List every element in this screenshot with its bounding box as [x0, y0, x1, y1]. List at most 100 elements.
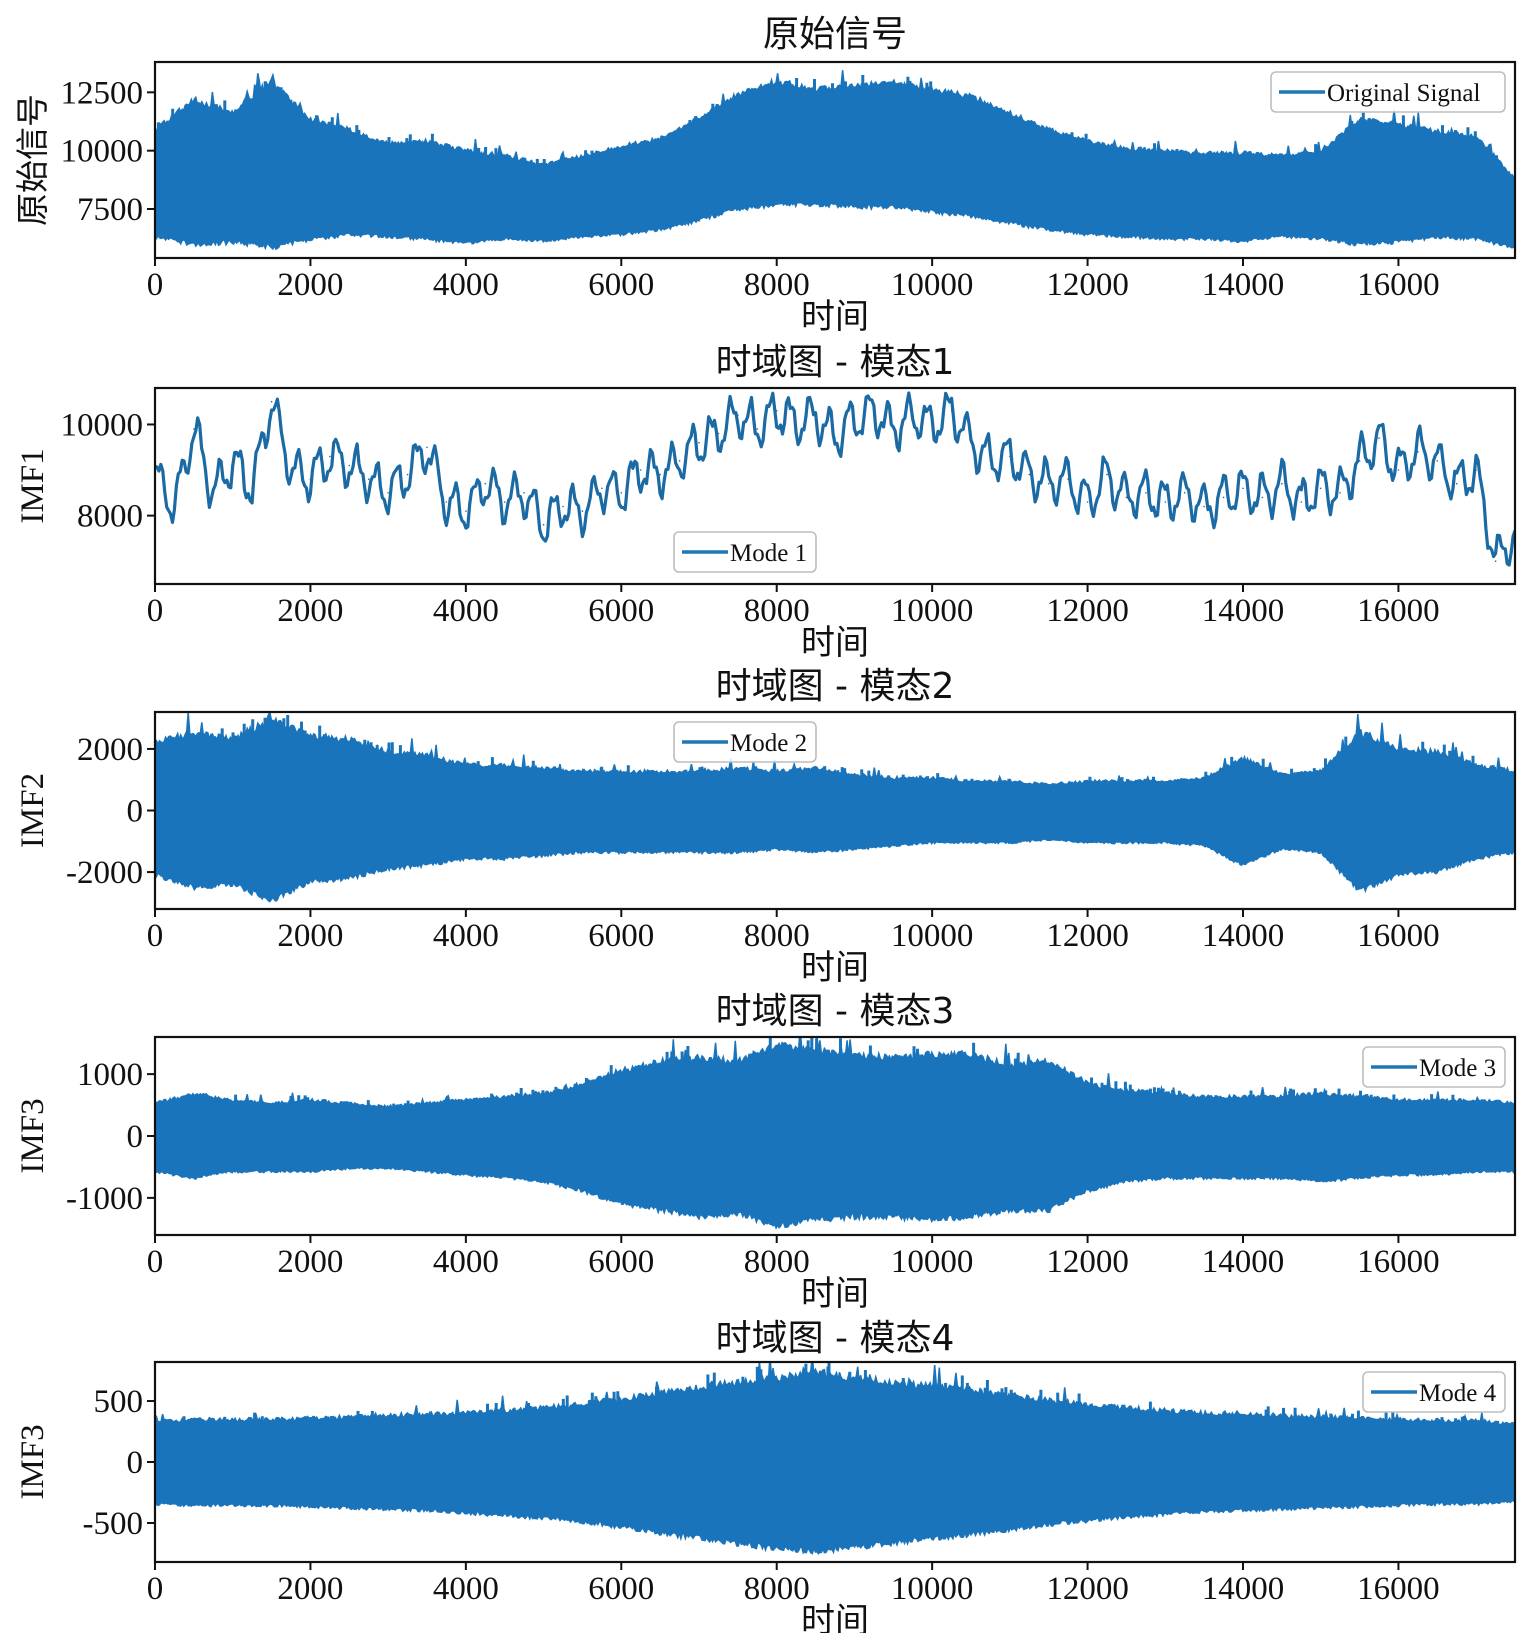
y-tick-label: -2000 [66, 855, 143, 891]
legend-label: Mode 4 [1419, 1380, 1497, 1407]
subplot-3: 时域图 - 模态2 0 2000 4000 6000 8000 10000 12000 1400… [15, 666, 1517, 988]
data-point [1494, 560, 1497, 562]
x-tick-label: 4000 [433, 267, 499, 303]
data-point [620, 492, 623, 494]
x-tick-label: 6000 [588, 1571, 654, 1607]
data-point [775, 410, 778, 412]
subplot-title: 时域图 - 模态4 [716, 1318, 955, 1359]
x-tick-label: 10000 [891, 1244, 974, 1280]
data-point [1203, 505, 1205, 508]
x-tick-label: 16000 [1357, 267, 1440, 303]
x-tick-label: 8000 [744, 1244, 810, 1280]
y-tick-label: 10000 [61, 407, 144, 443]
data-point [484, 482, 487, 485]
legend: Mode 4 [1362, 1371, 1506, 1413]
x-tick-label: 0 [147, 918, 164, 954]
data-point [251, 487, 253, 490]
x-tick-label: 2000 [277, 1571, 343, 1607]
data-point [1417, 451, 1419, 453]
data-point [1378, 437, 1380, 439]
x-tick-label: 16000 [1357, 593, 1440, 629]
x-tick-label: 16000 [1357, 918, 1440, 954]
series-area [155, 1362, 1515, 1555]
data-point [193, 428, 195, 430]
axes-frame [153, 386, 1517, 586]
data-point [270, 400, 273, 403]
y-tick-label: 7500 [77, 192, 143, 228]
legend-box [1362, 1371, 1506, 1413]
data-point [698, 441, 700, 444]
x-tick-label: 0 [147, 267, 164, 303]
data-point [1475, 469, 1477, 471]
data-point [1281, 482, 1283, 485]
x-tick-label: 8000 [744, 267, 810, 303]
series-line-mode-1 [155, 391, 1515, 567]
x-tick-label: 16000 [1357, 1244, 1440, 1280]
axes-frame [153, 60, 1517, 260]
x-tick-label: 2000 [277, 267, 343, 303]
x-tick-label: 0 [147, 1244, 164, 1280]
data-point [1164, 501, 1167, 503]
data-point [1047, 482, 1050, 485]
data-point [1125, 496, 1128, 499]
data-point [717, 432, 720, 435]
x-tick-label: 4000 [433, 593, 499, 629]
x-axis-label: 时间 [801, 623, 869, 663]
data-point [950, 410, 953, 412]
legend-label: Mode 3 [1419, 1055, 1496, 1082]
y-tick-label: -1000 [66, 1181, 143, 1217]
subplot-5: 时域图 - 模态4 0 2000 4000 6000 8000 10000 12000 1400… [15, 1318, 1517, 1633]
y-tick-label: 1000 [77, 1057, 143, 1093]
x-tick-label: 2000 [277, 1244, 343, 1280]
legend: Mode 2 [673, 721, 817, 763]
y-tick-label: 10000 [61, 134, 144, 170]
x-tick-label: 10000 [891, 593, 974, 629]
data-point [1436, 460, 1439, 462]
y-axis-label: IMF3 [15, 1424, 51, 1499]
x-axis-label: 时间 [801, 1601, 869, 1633]
data-point [1358, 460, 1361, 462]
data-point [1339, 492, 1341, 494]
x-tick-label: 12000 [1046, 1571, 1129, 1607]
x-tick-label: 6000 [588, 267, 654, 303]
series-envelope [155, 1037, 1515, 1230]
y-tick-label: 8000 [77, 499, 143, 535]
x-tick-label: 14000 [1202, 593, 1285, 629]
legend-box [1362, 1046, 1506, 1088]
x-tick-label: 14000 [1202, 918, 1285, 954]
series-envelope [155, 712, 1515, 903]
subplot-title: 时域图 - 模态1 [716, 342, 955, 383]
data-point [503, 501, 506, 503]
legend-box [1270, 71, 1506, 113]
x-tick-label: 6000 [588, 593, 654, 629]
data-point [834, 437, 836, 439]
data-point [756, 428, 759, 430]
data-point [1300, 501, 1303, 503]
series-spikes [156, 75, 1502, 204]
y-tick-label: 0 [127, 1445, 144, 1481]
series-area [155, 1037, 1515, 1230]
data-point [1009, 455, 1011, 458]
series-area [155, 70, 1515, 251]
data-point [795, 423, 797, 426]
data-point [1067, 478, 1069, 481]
data-point [1145, 492, 1147, 494]
y-tick-label: 12500 [61, 75, 144, 111]
series-spikes [155, 1037, 1515, 1138]
x-tick-label: 10000 [891, 1571, 974, 1607]
x-tick-label: 16000 [1357, 1571, 1440, 1607]
data-point [445, 501, 448, 503]
data-point [562, 505, 564, 508]
data-point [639, 469, 642, 471]
data-point [931, 423, 933, 426]
x-tick-label: 6000 [588, 918, 654, 954]
x-tick-label: 6000 [588, 1244, 654, 1280]
legend-label: Mode 1 [730, 540, 807, 567]
y-axis-label: IMF3 [15, 1098, 51, 1173]
data-point [1086, 501, 1089, 503]
x-tick-label: 14000 [1202, 1571, 1285, 1607]
data-point [329, 455, 331, 458]
x-tick-label: 4000 [433, 918, 499, 954]
y-axis-label: 原始信号 [13, 94, 52, 226]
